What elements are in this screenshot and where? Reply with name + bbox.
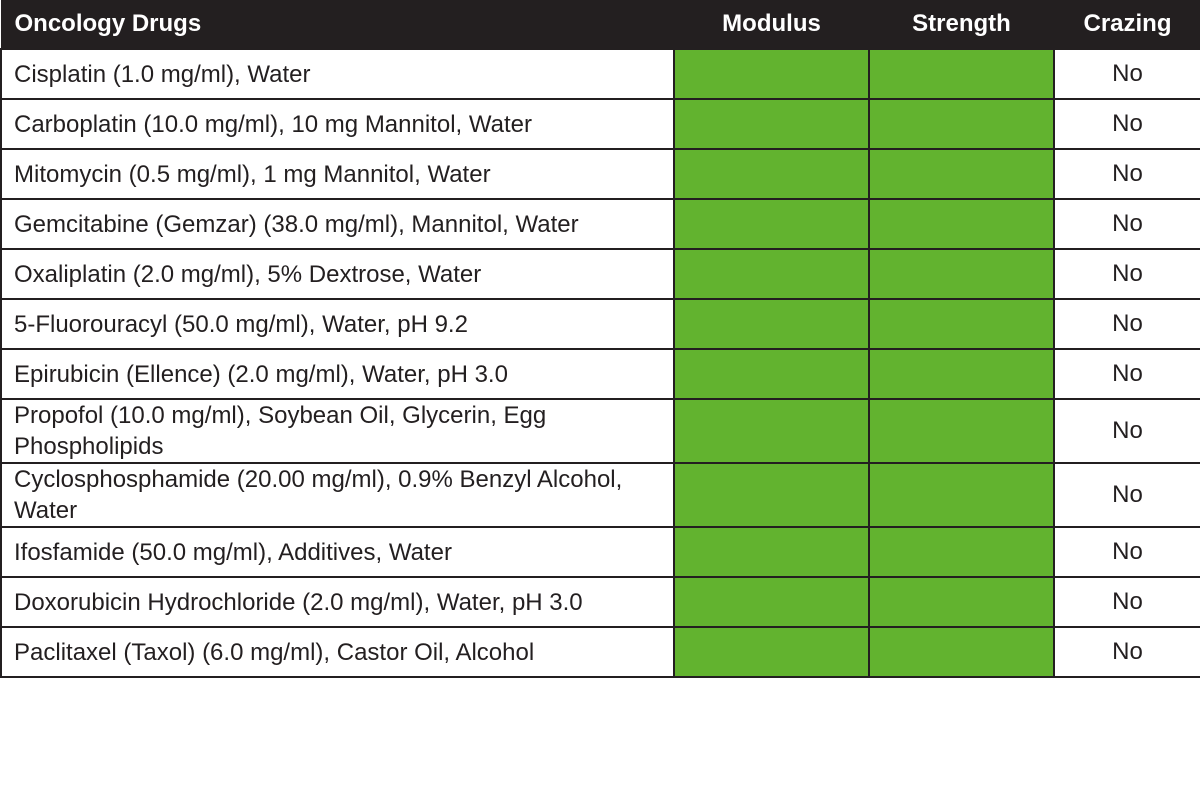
strength-pass-cell bbox=[868, 198, 1055, 250]
drug-name-cell: Ifosfamide (50.0 mg/ml), Additives, Wate… bbox=[0, 526, 675, 578]
crazing-cell: No bbox=[1053, 248, 1200, 300]
modulus-pass-cell bbox=[673, 626, 870, 678]
drug-name-cell: Mitomycin (0.5 mg/ml), 1 mg Mannitol, Wa… bbox=[0, 148, 675, 200]
modulus-pass-cell bbox=[673, 98, 870, 150]
strength-pass-cell bbox=[868, 98, 1055, 150]
strength-pass-cell bbox=[868, 576, 1055, 628]
modulus-pass-cell bbox=[673, 398, 870, 464]
crazing-cell: No bbox=[1053, 626, 1200, 678]
crazing-cell: No bbox=[1053, 398, 1200, 464]
strength-pass-cell bbox=[868, 462, 1055, 528]
drug-name-cell: Oxaliplatin (2.0 mg/ml), 5% Dextrose, Wa… bbox=[0, 248, 675, 300]
modulus-pass-cell bbox=[673, 462, 870, 528]
crazing-cell: No bbox=[1053, 98, 1200, 150]
modulus-pass-cell bbox=[673, 576, 870, 628]
table-body: Cisplatin (1.0 mg/ml), Water No Carbopla… bbox=[0, 48, 1200, 678]
modulus-pass-cell bbox=[673, 48, 870, 100]
modulus-pass-cell bbox=[673, 526, 870, 578]
drug-name-cell: Doxorubicin Hydrochloride (2.0 mg/ml), W… bbox=[0, 576, 675, 628]
table-row: 5-Fluorouracyl (50.0 mg/ml), Water, pH 9… bbox=[0, 298, 1200, 350]
strength-pass-cell bbox=[868, 526, 1055, 578]
drug-name-cell: Gemcitabine (Gemzar) (38.0 mg/ml), Manni… bbox=[0, 198, 675, 250]
table-row: Gemcitabine (Gemzar) (38.0 mg/ml), Manni… bbox=[0, 198, 1200, 250]
modulus-pass-cell bbox=[673, 298, 870, 350]
header-row: Oncology Drugs Modulus Strength Crazing bbox=[0, 0, 1200, 49]
strength-pass-cell bbox=[868, 348, 1055, 400]
drug-compatibility-table: Oncology Drugs Modulus Strength Crazing … bbox=[0, 0, 1200, 678]
strength-pass-cell bbox=[868, 248, 1055, 300]
drug-name-cell: Cyclosphosphamide (20.00 mg/ml), 0.9% Be… bbox=[0, 462, 675, 528]
header-modulus: Modulus bbox=[673, 0, 870, 49]
drug-name-cell: Paclitaxel (Taxol) (6.0 mg/ml), Castor O… bbox=[0, 626, 675, 678]
table-row: Doxorubicin Hydrochloride (2.0 mg/ml), W… bbox=[0, 576, 1200, 628]
modulus-pass-cell bbox=[673, 198, 870, 250]
table-row: Epirubicin (Ellence) (2.0 mg/ml), Water,… bbox=[0, 348, 1200, 400]
strength-pass-cell bbox=[868, 148, 1055, 200]
strength-pass-cell bbox=[868, 298, 1055, 350]
crazing-cell: No bbox=[1053, 462, 1200, 528]
strength-pass-cell bbox=[868, 48, 1055, 100]
modulus-pass-cell bbox=[673, 348, 870, 400]
crazing-cell: No bbox=[1053, 348, 1200, 400]
crazing-cell: No bbox=[1053, 576, 1200, 628]
table-row: Ifosfamide (50.0 mg/ml), Additives, Wate… bbox=[0, 526, 1200, 578]
drug-name-cell: Epirubicin (Ellence) (2.0 mg/ml), Water,… bbox=[0, 348, 675, 400]
crazing-cell: No bbox=[1053, 298, 1200, 350]
table-row: Mitomycin (0.5 mg/ml), 1 mg Mannitol, Wa… bbox=[0, 148, 1200, 200]
table-row: Cisplatin (1.0 mg/ml), Water No bbox=[0, 48, 1200, 100]
modulus-pass-cell bbox=[673, 148, 870, 200]
crazing-cell: No bbox=[1053, 198, 1200, 250]
crazing-cell: No bbox=[1053, 48, 1200, 100]
modulus-pass-cell bbox=[673, 248, 870, 300]
header-strength: Strength bbox=[868, 0, 1055, 49]
header-oncology-drugs: Oncology Drugs bbox=[0, 0, 675, 49]
table-row: Propofol (10.0 mg/ml), Soybean Oil, Glyc… bbox=[0, 398, 1200, 464]
table-row: Oxaliplatin (2.0 mg/ml), 5% Dextrose, Wa… bbox=[0, 248, 1200, 300]
strength-pass-cell bbox=[868, 398, 1055, 464]
crazing-cell: No bbox=[1053, 526, 1200, 578]
drug-name-cell: Cisplatin (1.0 mg/ml), Water bbox=[0, 48, 675, 100]
drug-name-cell: Propofol (10.0 mg/ml), Soybean Oil, Glyc… bbox=[0, 398, 675, 464]
drug-name-cell: Carboplatin (10.0 mg/ml), 10 mg Mannitol… bbox=[0, 98, 675, 150]
header-crazing: Crazing bbox=[1053, 0, 1200, 49]
table-row: Cyclosphosphamide (20.00 mg/ml), 0.9% Be… bbox=[0, 462, 1200, 528]
table-header: Oncology Drugs Modulus Strength Crazing bbox=[0, 0, 1200, 49]
strength-pass-cell bbox=[868, 626, 1055, 678]
table-row: Paclitaxel (Taxol) (6.0 mg/ml), Castor O… bbox=[0, 626, 1200, 678]
table-row: Carboplatin (10.0 mg/ml), 10 mg Mannitol… bbox=[0, 98, 1200, 150]
crazing-cell: No bbox=[1053, 148, 1200, 200]
drug-name-cell: 5-Fluorouracyl (50.0 mg/ml), Water, pH 9… bbox=[0, 298, 675, 350]
